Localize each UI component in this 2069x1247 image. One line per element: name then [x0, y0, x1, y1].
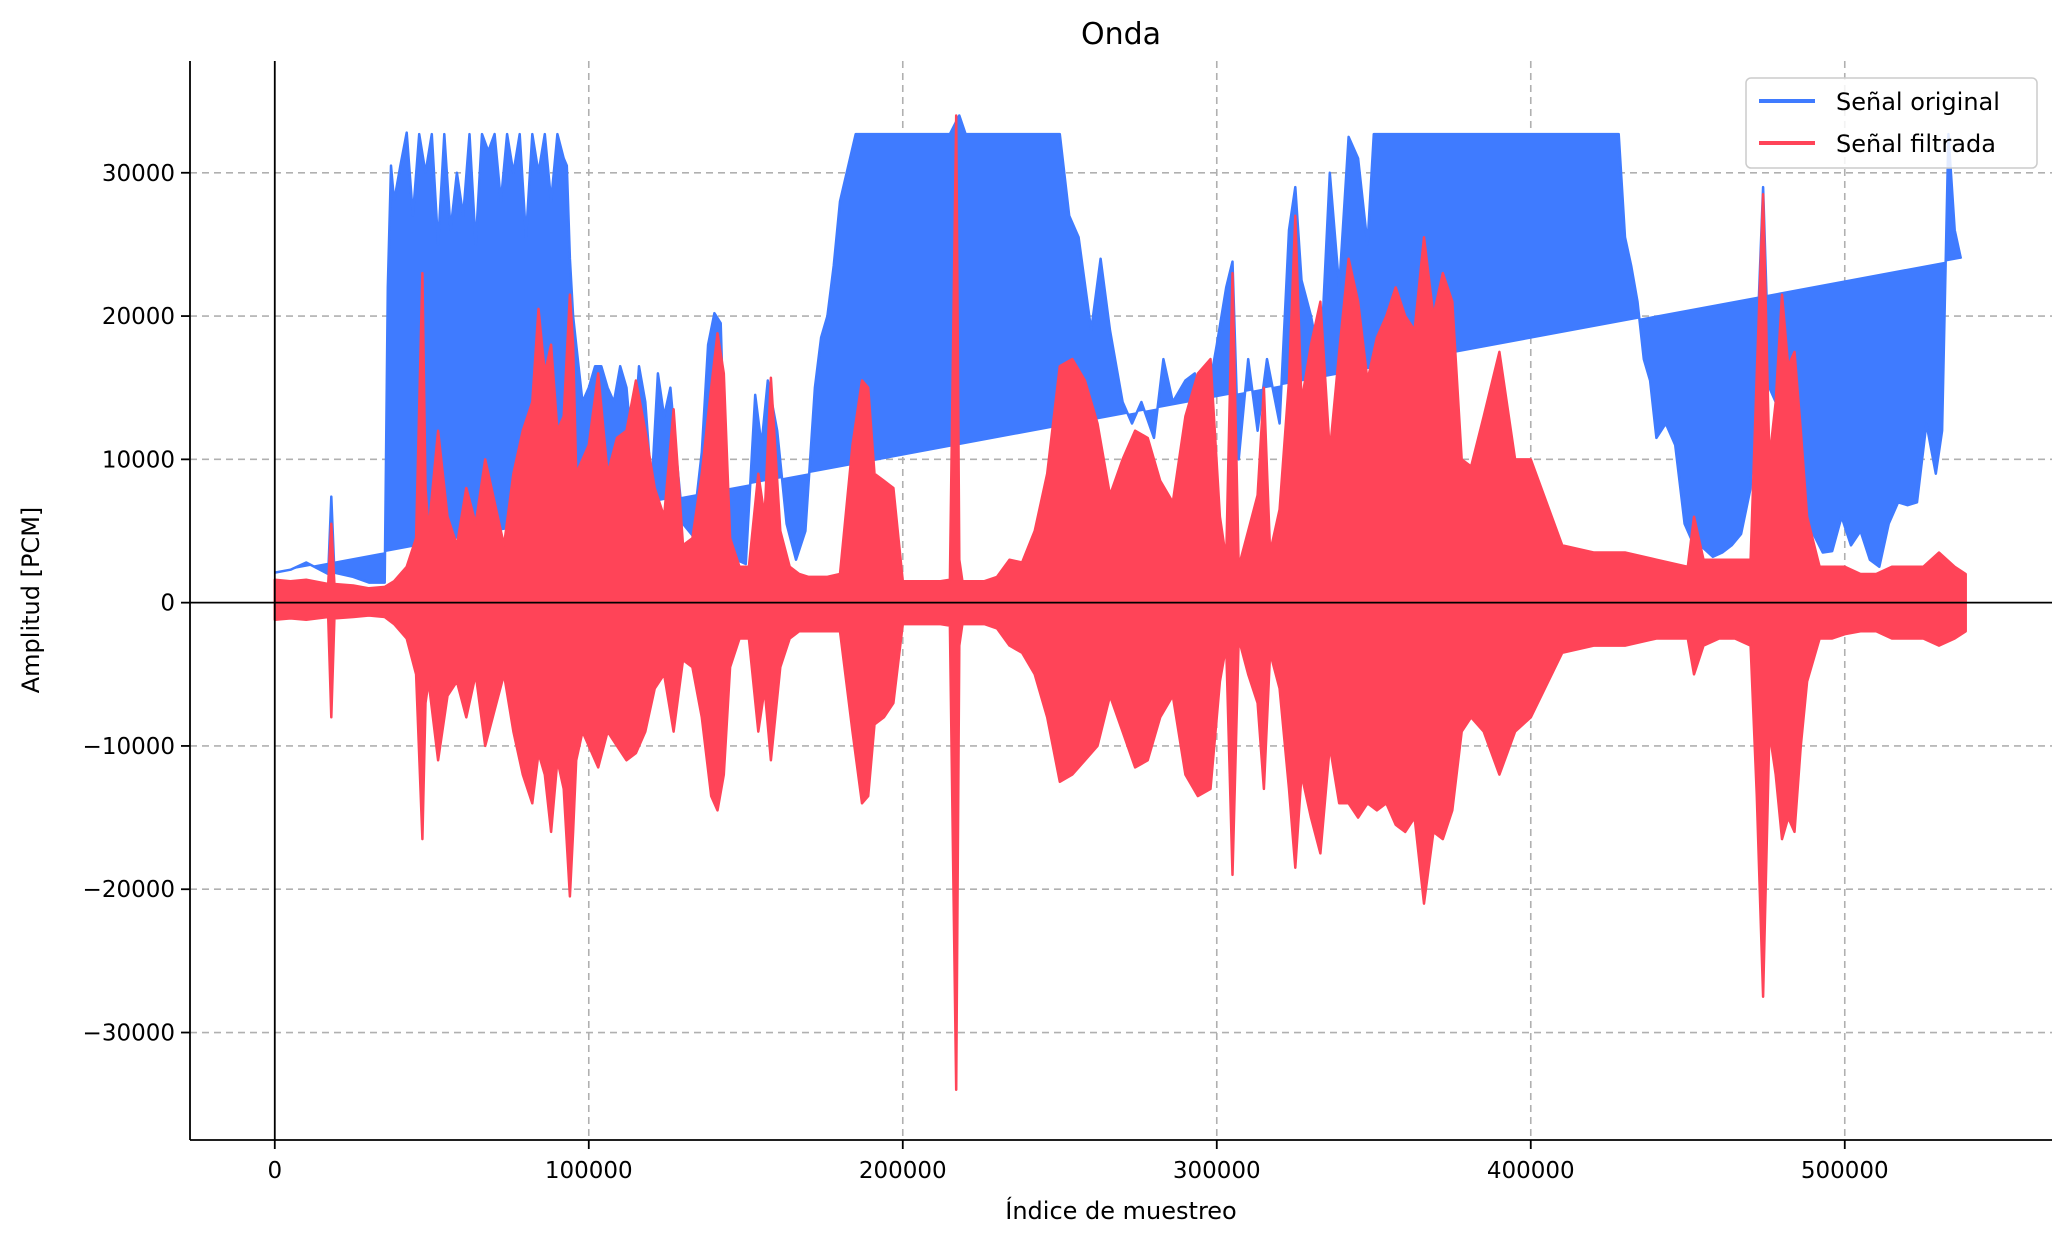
x-tick-label: 500000	[1801, 1158, 1889, 1184]
x-tick-label: 300000	[1173, 1158, 1261, 1184]
x-tick-label: 0	[267, 1158, 282, 1184]
chart-title: Onda	[1081, 17, 1161, 52]
y-tick-label: −30000	[83, 1021, 175, 1047]
legend-label-filtered: Señal filtrada	[1836, 130, 1996, 158]
zero-lines	[190, 61, 2052, 1140]
legend: Señal original Señal filtrada	[1745, 77, 2038, 169]
y-tick-label: 30000	[102, 161, 175, 187]
y-tick-label: 10000	[102, 447, 175, 473]
legend-frame	[1745, 77, 2038, 169]
legend-label-original: Señal original	[1836, 88, 2000, 116]
y-axis-label: Amplitud [PCM]	[17, 507, 45, 694]
y-tick-label: −20000	[83, 877, 175, 903]
x-tick-label: 400000	[1487, 1158, 1575, 1184]
x-axis-label: Índice de muestreo	[1005, 1196, 1236, 1225]
x-axis-ticks: 0 100000 200000 300000 400000 500000	[267, 1140, 1889, 1184]
y-axis-ticks: −30000 −20000 −10000 0 10000 20000 30000	[83, 161, 190, 1047]
series-original-waveform	[274, 114, 1963, 584]
x-tick-label: 100000	[545, 1158, 633, 1184]
y-tick-label: 0	[160, 591, 175, 617]
y-tick-label: 20000	[102, 304, 175, 330]
x-tick-label: 200000	[859, 1158, 947, 1184]
y-tick-label: −10000	[83, 734, 175, 760]
